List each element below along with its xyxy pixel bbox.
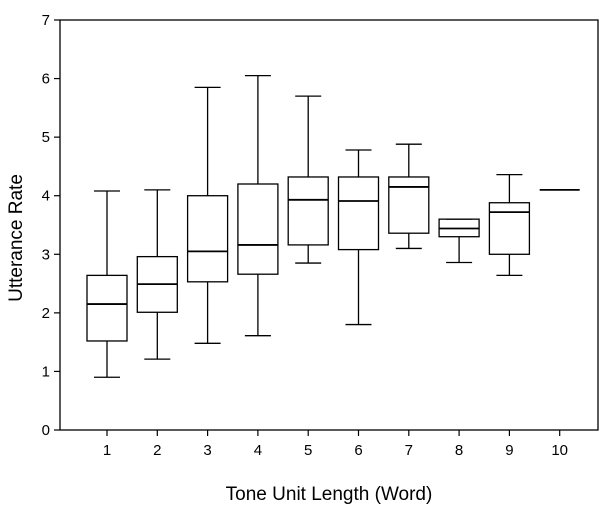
x-tick-label: 2 [153,442,161,459]
x-tick-label: 6 [354,442,362,459]
x-axis-title: Tone Unit Length (Word) [226,484,433,505]
iqr-box [86,274,128,342]
x-tick-label: 1 [103,442,111,459]
box-group-2 [136,189,178,360]
iqr-box [186,195,229,283]
box-group-1 [86,190,128,378]
x-tick-label: 5 [304,442,312,459]
x-tick-label: 7 [405,442,413,459]
box-group-6 [337,149,380,326]
x-tick-label: 9 [505,442,513,459]
y-tick-label: 3 [42,246,50,263]
x-axis: 1 2 3 4 5 6 7 8 9 10 [103,430,568,459]
x-tick-label: 4 [254,442,262,459]
y-tick-label: 5 [42,129,50,146]
box-group-4 [237,74,279,337]
y-tick-label: 6 [42,71,50,88]
iqr-box [488,202,531,255]
iqr-box [388,176,430,234]
iqr-box [287,176,329,246]
plot-border [59,19,599,431]
box-group-5 [287,95,329,264]
y-tick-label: 4 [42,188,50,205]
x-tick-label: 10 [551,442,568,459]
iqr-box [237,183,279,275]
iqr-box [337,176,380,251]
box-group-3 [186,86,229,344]
x-tick-label: 8 [455,442,463,459]
box-group-9 [488,173,531,277]
y-tick-label: 7 [42,12,50,29]
box-series [86,74,580,378]
box-group-8 [438,218,480,264]
box-group-7 [388,143,430,250]
y-tick-label: 1 [42,363,50,380]
x-tick-label: 3 [203,442,211,459]
y-axis: 0 1 2 3 4 5 6 7 [42,12,60,439]
y-axis-title: Utterance Rate [6,174,27,302]
y-tick-label: 0 [42,422,50,439]
y-tick-label: 2 [42,305,50,322]
plot-frame [59,19,599,431]
